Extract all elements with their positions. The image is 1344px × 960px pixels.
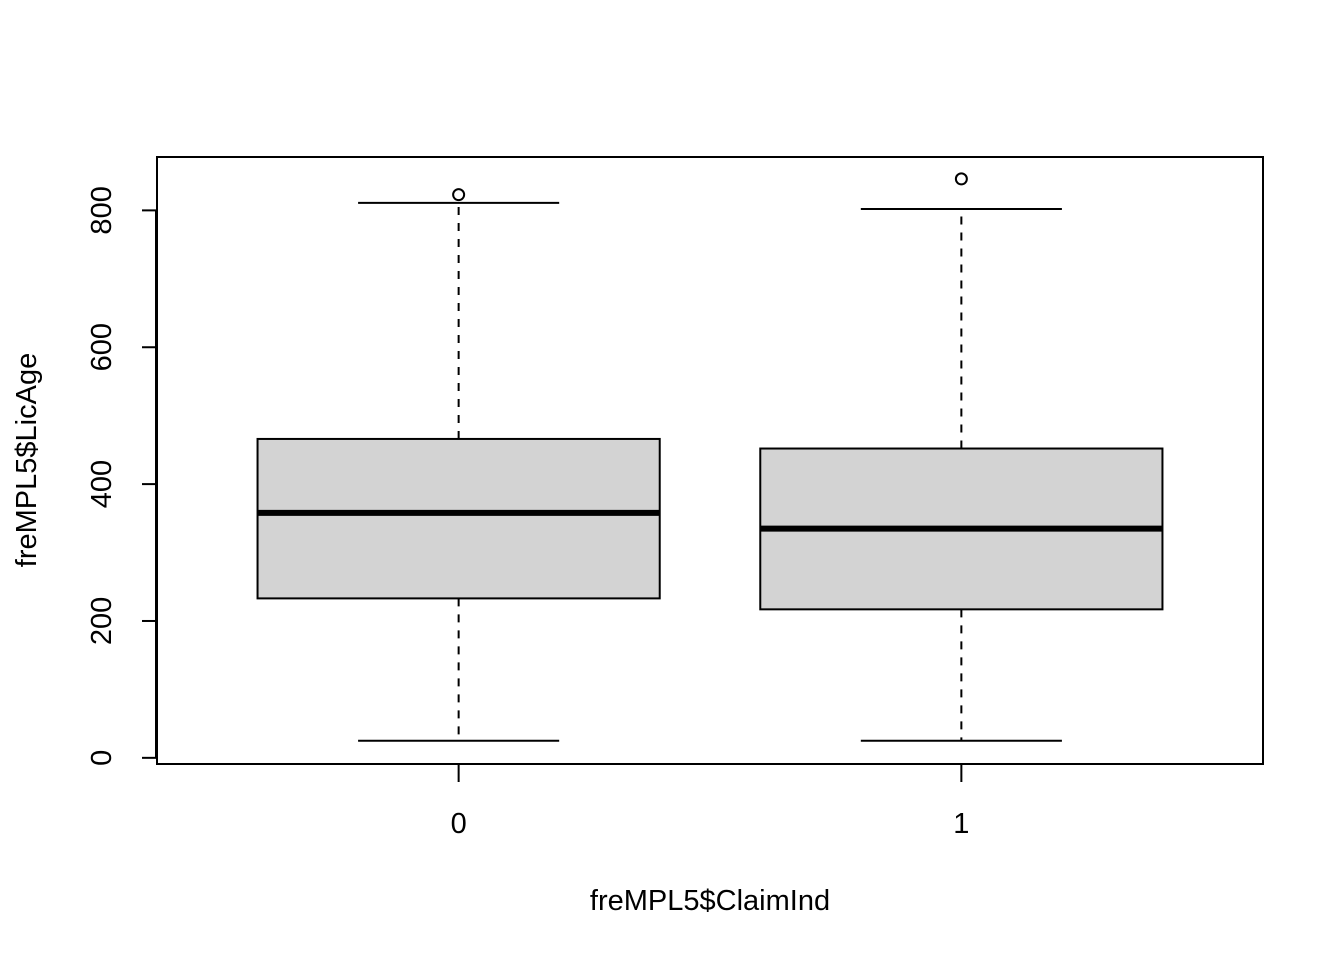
box-group: [256, 188, 661, 742]
x-tick-label: 0: [451, 808, 467, 840]
y-tick-label: 0: [86, 750, 118, 766]
y-tick-label: 600: [86, 323, 118, 371]
box: [256, 437, 661, 600]
x-axis-label: freMPL5$ClaimInd: [590, 885, 830, 917]
y-axis: 0 200 400 600 800: [86, 186, 157, 766]
outlier-point: [954, 172, 968, 186]
y-tick-label: 400: [86, 460, 118, 508]
x-tick-label: 1: [953, 808, 969, 840]
boxes-layer: [256, 172, 1164, 742]
y-tick-label: 200: [86, 597, 118, 645]
y-axis-label: freMPL5$LicAge: [11, 353, 43, 567]
box-group: [759, 172, 1164, 742]
y-tick-label: 800: [86, 186, 118, 234]
outlier-point: [452, 188, 466, 202]
